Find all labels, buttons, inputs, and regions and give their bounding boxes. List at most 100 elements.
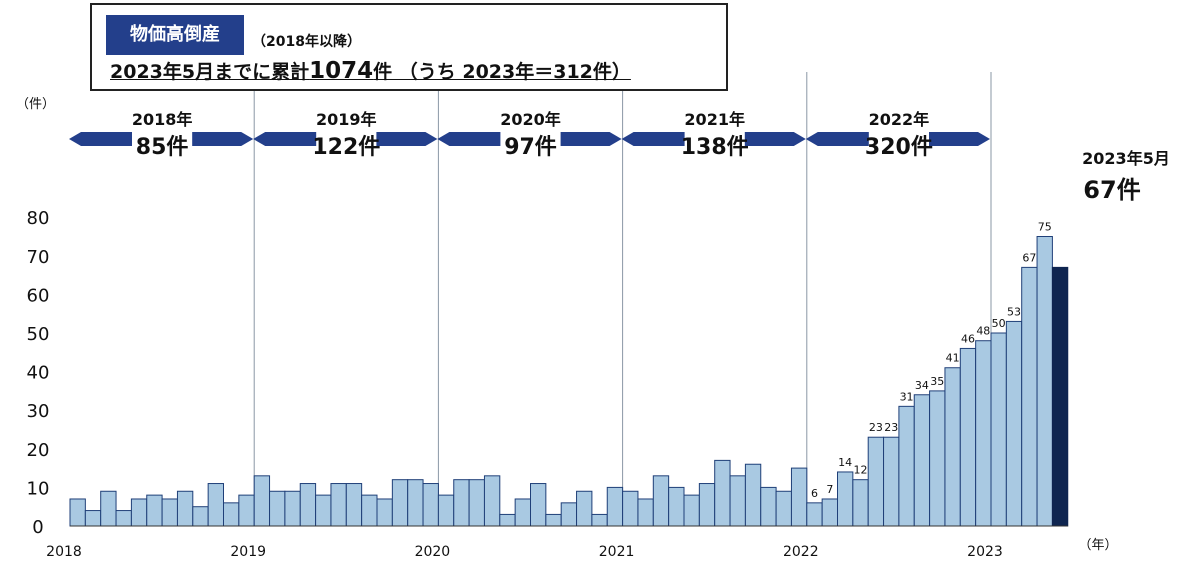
y-tick-label: 80 — [27, 208, 50, 229]
x-axis-label: （年） — [1078, 538, 1117, 553]
y-tick-label: 50 — [27, 324, 50, 345]
annual-year-label: 2020年 — [500, 110, 561, 129]
data-bar — [161, 498, 178, 527]
data-bar — [898, 405, 915, 527]
data-label: 50 — [992, 317, 1006, 330]
y-tick-label: 0 — [32, 517, 43, 538]
data-bar — [84, 510, 102, 527]
left-arrow — [253, 132, 317, 146]
y-tick-label: 40 — [27, 363, 50, 384]
right-arrow — [744, 132, 806, 146]
data-bar — [376, 498, 393, 527]
data-label: 48 — [976, 325, 990, 338]
data-bar — [530, 483, 547, 527]
annual-year-label: 2021年 — [684, 110, 745, 129]
callout-month: 2023年5月 — [1082, 149, 1170, 168]
title-summary: 2023年5月までに累計1074件 （うち 2023年＝312件） — [110, 57, 631, 84]
data-bar — [775, 490, 792, 527]
data-bar — [714, 459, 731, 527]
y-tick-label: 70 — [27, 247, 50, 268]
x-tick-label: 2021 — [599, 544, 635, 560]
annual-count-label: 138件 — [681, 135, 749, 160]
right-arrow — [376, 132, 438, 146]
data-bar — [330, 483, 347, 527]
annual-year-label: 2019年 — [316, 110, 377, 129]
data-bar — [729, 475, 746, 527]
data-label: 23 — [869, 421, 883, 434]
data-bar — [238, 494, 255, 527]
data-bar — [760, 486, 777, 527]
data-bar — [100, 490, 117, 527]
annual-count-label: 85件 — [136, 135, 189, 160]
callout-count: 67件 — [1083, 176, 1140, 204]
data-bar — [637, 498, 654, 527]
data-label: 46 — [961, 332, 975, 345]
data-label: 7 — [826, 483, 833, 496]
data-label: 34 — [915, 379, 929, 392]
data-bar — [422, 483, 439, 527]
data-bar — [744, 463, 762, 527]
left-arrow — [805, 132, 869, 146]
data-bar — [437, 494, 455, 527]
data-bar — [299, 483, 317, 527]
data-bar — [622, 490, 639, 527]
data-label: 53 — [1007, 305, 1021, 318]
data-label: 35 — [930, 375, 944, 388]
data-bar — [837, 471, 854, 527]
data-bar — [146, 494, 163, 527]
highlight-bar — [1051, 266, 1069, 527]
left-arrow — [69, 132, 132, 146]
data-bar — [975, 340, 992, 527]
data-bar — [913, 394, 931, 527]
data-label: 23 — [884, 421, 898, 434]
data-bar — [345, 483, 363, 527]
data-bar — [192, 506, 209, 527]
data-bar — [453, 479, 470, 527]
data-bar — [668, 486, 685, 527]
data-bar — [499, 513, 516, 527]
data-bar — [1021, 266, 1038, 527]
data-bar — [391, 479, 409, 527]
right-arrow — [560, 132, 622, 146]
left-arrow — [621, 132, 685, 146]
data-bar — [130, 498, 148, 527]
data-bar — [806, 502, 823, 527]
data-bar — [284, 490, 301, 527]
x-tick-label: 2020 — [415, 544, 451, 560]
annual-year-label: 2022年 — [869, 110, 930, 129]
x-tick-label: 2019 — [230, 544, 266, 560]
data-bar — [223, 502, 240, 527]
title-tag: 物価高倒産 — [106, 15, 244, 55]
data-bar — [698, 483, 716, 527]
data-label: 6 — [811, 487, 818, 500]
data-bar — [207, 483, 224, 527]
summary-suffix: 件 （うち 2023年＝312件） — [373, 61, 631, 83]
data-label: 14 — [838, 456, 852, 469]
right-arrow — [929, 132, 990, 146]
right-arrow — [192, 132, 254, 146]
data-bar — [1036, 236, 1053, 527]
y-tick-label: 30 — [27, 401, 50, 422]
data-bar — [852, 479, 869, 527]
data-label: 31 — [900, 390, 914, 403]
data-bar — [269, 490, 286, 527]
data-bar — [253, 475, 271, 527]
data-bar — [959, 347, 977, 527]
title-subtitle: （2018年以降） — [252, 34, 361, 50]
title-box: 物価高倒産 （2018年以降） 2023年5月までに累計1074件 （うち 20… — [90, 3, 728, 91]
data-bar — [115, 510, 132, 527]
data-bar — [545, 513, 562, 527]
data-bar — [576, 490, 593, 527]
data-label: 67 — [1022, 251, 1036, 264]
data-bar — [407, 479, 424, 527]
data-bar — [929, 390, 946, 527]
data-bar — [514, 498, 532, 527]
data-label: 41 — [946, 352, 960, 365]
annual-count-label: 320件 — [865, 135, 933, 160]
annual-count-label: 122件 — [312, 135, 380, 160]
annual-year-label: 2018年 — [132, 110, 193, 129]
x-tick-label: 2023 — [967, 544, 1003, 560]
data-bar — [990, 332, 1007, 527]
data-bar — [591, 513, 608, 527]
data-bar — [1005, 320, 1023, 527]
